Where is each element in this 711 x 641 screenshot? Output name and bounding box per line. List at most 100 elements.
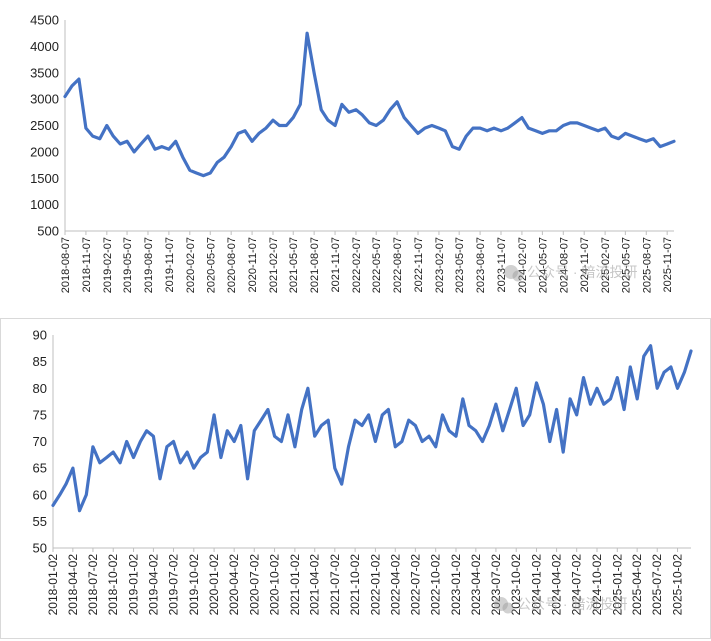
data-point — [493, 127, 495, 130]
data-point — [472, 127, 474, 130]
data-point — [428, 435, 430, 438]
data-point — [206, 451, 209, 454]
data-point — [65, 483, 67, 485]
data-point — [513, 121, 516, 124]
data-point — [609, 398, 612, 400]
wechat-icon — [504, 265, 524, 282]
x-tick-label: 2022-07-02 — [408, 554, 422, 616]
data-point — [237, 132, 240, 135]
data-point — [423, 127, 426, 130]
x-tick-label: 2020-05-07 — [205, 237, 217, 293]
x-tick-label: 2025-04-02 — [630, 554, 644, 616]
data-point — [306, 32, 308, 35]
data-point — [616, 376, 619, 379]
x-tick-label: 2018-10-02 — [106, 554, 120, 616]
x-tick-label: 2018-08-07 — [60, 237, 72, 293]
data-point — [683, 371, 686, 374]
y-tick-label: 50 — [33, 541, 47, 556]
chart-top: 500 1000 1500 2000 2500 3000 3500 4000 4500 2018-… — [0, 6, 711, 306]
data-point — [623, 408, 626, 411]
data-point — [481, 440, 484, 443]
x-tick-label: 2022-10-02 — [429, 554, 443, 616]
data-point — [448, 429, 451, 432]
data-point — [528, 413, 531, 416]
x-tick-label: 2024-07-02 — [570, 554, 584, 616]
data-point — [649, 344, 652, 347]
data-point — [610, 135, 613, 137]
data-point — [300, 408, 303, 411]
data-point — [488, 424, 491, 427]
data-point — [548, 440, 551, 443]
data-point — [515, 387, 518, 390]
data-point — [119, 461, 121, 464]
data-point — [368, 121, 371, 124]
data-point — [195, 172, 198, 174]
wechat-icon-bubble-small — [502, 602, 514, 614]
x-tick-label: 2022-04-02 — [388, 554, 402, 616]
data-point — [690, 350, 692, 352]
data-point — [233, 440, 236, 443]
x-tick-label: 2022-11-07 — [413, 237, 425, 292]
y-tick-label: 1000 — [30, 197, 59, 212]
data-point — [105, 124, 108, 127]
data-point — [258, 132, 260, 135]
data-point — [145, 429, 148, 432]
data-point — [631, 135, 634, 137]
data-point — [414, 424, 417, 427]
data-point — [251, 140, 253, 143]
x-tick-label: 2025-07-02 — [650, 554, 664, 616]
data-point — [355, 108, 357, 111]
chart-top-svg: 500 1000 1500 2000 2500 3000 3500 4000 4500 2018-… — [30, 13, 676, 293]
data-point — [280, 440, 283, 443]
data-point — [396, 100, 399, 103]
data-point — [501, 429, 504, 432]
y-tick-label: 55 — [33, 514, 47, 529]
data-point — [569, 398, 571, 400]
data-point — [417, 132, 419, 135]
x-tick-label: 2020-02-07 — [185, 237, 197, 293]
data-point — [589, 403, 592, 406]
data-point — [293, 445, 296, 448]
y-tick-label: 500 — [37, 224, 59, 239]
data-point — [112, 451, 115, 454]
data-point — [676, 387, 679, 390]
data-point — [71, 85, 73, 87]
data-point — [272, 119, 274, 122]
data-point — [347, 445, 350, 448]
data-point — [548, 129, 551, 132]
data-point — [167, 148, 170, 151]
x-tick-label: 2018-07-02 — [86, 554, 100, 616]
x-tick-label: 2024-08-07 — [558, 237, 570, 293]
data-point — [629, 366, 632, 368]
x-tick-label: 2025-11-07 — [662, 237, 674, 292]
data-point — [132, 456, 135, 459]
data-point — [92, 445, 94, 448]
data-point — [202, 174, 205, 177]
data-point — [597, 129, 599, 132]
x-tick-label: 2019-04-02 — [146, 554, 160, 616]
y-tick-label: 1500 — [30, 171, 59, 186]
x-tick-label: 2021-07-02 — [328, 554, 342, 616]
x-tick-label: 2019-11-07 — [164, 237, 176, 292]
data-point — [569, 121, 572, 124]
data-point — [562, 124, 565, 127]
x-tick-label: 2019-05-07 — [122, 237, 134, 293]
x-tick-label: 2023-04-02 — [469, 554, 483, 616]
x-tick-label: 2020-10-02 — [268, 554, 282, 616]
x-tick-label: 2020-01-02 — [207, 554, 221, 616]
data-point — [562, 451, 565, 454]
data-point — [246, 477, 249, 480]
y-tick-label: 2000 — [30, 144, 59, 159]
x-tick-label: 2025-05-07 — [620, 237, 632, 293]
data-point — [522, 424, 524, 427]
x-tick-label: 2023-08-07 — [475, 237, 487, 293]
data-point — [455, 435, 457, 438]
data-point — [458, 148, 461, 151]
data-point — [465, 135, 468, 137]
x-tick-label: 2024-04-02 — [550, 554, 564, 616]
y-tick-label: 90 — [33, 328, 47, 343]
x-tick-label: 2022-05-07 — [371, 237, 383, 293]
watermark: 公众号 · 暗流投研 — [504, 264, 637, 282]
data-point — [105, 456, 108, 459]
data-point — [160, 145, 163, 148]
